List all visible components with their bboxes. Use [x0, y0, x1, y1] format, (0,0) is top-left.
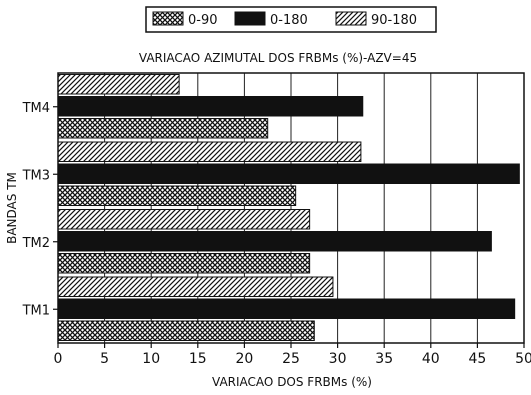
- x-tick-label: 25: [282, 351, 300, 367]
- x-tick-label: 30: [329, 351, 347, 367]
- y-ticks: TM4 TM3 TM2 TM1: [22, 101, 58, 318]
- x-tick-label: 5: [100, 351, 109, 367]
- x-ticks: 0 5 10 15 20 25 30 35 40 45 50: [54, 343, 531, 367]
- legend-item-0-180: 0-180: [234, 11, 308, 28]
- x-tick-label: 35: [375, 351, 393, 367]
- bar-tm1-0-90: [57, 320, 315, 341]
- x-tick-label: 0: [54, 351, 63, 367]
- bar-tm2-0-90: [57, 253, 311, 274]
- bar-tm4-0-180: [57, 96, 364, 117]
- legend-item-90-180: 90-180: [335, 11, 417, 28]
- bar-tm1-90-180: [57, 276, 334, 297]
- x-tick-label: 15: [189, 351, 207, 367]
- x-axis-label: VARIACAO DOS FRBMs (%): [212, 375, 372, 389]
- legend-label-90-180: 90-180: [371, 13, 417, 28]
- x-tick-label: 50: [515, 351, 531, 367]
- y-tick-label: TM3: [22, 168, 50, 183]
- legend-swatch-0-180: [234, 11, 266, 26]
- x-tick-label: 20: [235, 351, 253, 367]
- bar-tm4-90-180: [57, 74, 180, 95]
- y-axis-label: BANDAS TM: [5, 172, 19, 244]
- bar-tm2-90-180: [57, 209, 311, 230]
- y-tick-label: TM2: [22, 236, 50, 251]
- bars: [57, 74, 520, 341]
- bar-tm4-0-90: [57, 118, 269, 139]
- bar-tm1-0-180: [57, 298, 516, 319]
- x-tick-label: 10: [142, 351, 160, 367]
- legend-label-0-90: 0-90: [188, 13, 218, 28]
- legend: 0-90 0-180 90-180: [145, 6, 437, 33]
- legend-swatch-0-90: [152, 11, 184, 26]
- bar-tm3-90-180: [57, 141, 362, 162]
- bar-tm2-0-180: [57, 231, 492, 252]
- legend-item-0-90: 0-90: [152, 11, 218, 28]
- bar-tm3-0-90: [57, 185, 297, 206]
- x-tick-label: 45: [468, 351, 486, 367]
- bar-tm3-0-180: [57, 163, 520, 184]
- y-tick-label: TM1: [22, 303, 50, 318]
- legend-label-0-180: 0-180: [270, 13, 308, 28]
- x-tick-label: 40: [422, 351, 440, 367]
- legend-frame: [145, 6, 437, 33]
- y-tick-label: TM4: [22, 101, 50, 116]
- chart-title: VARIACAO AZIMUTAL DOS FRBMs (%)-AZV=45: [139, 51, 417, 65]
- legend-swatch-90-180: [335, 11, 367, 26]
